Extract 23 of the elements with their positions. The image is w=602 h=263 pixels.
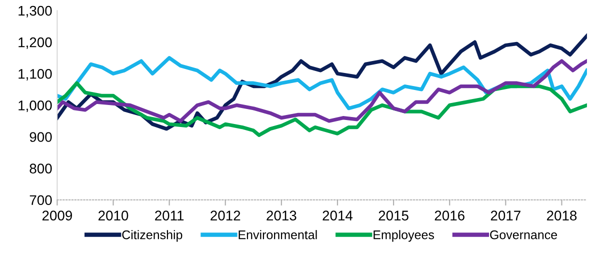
x-tick-label: 2014 [322,210,353,220]
x-tick-label: 2010 [98,210,128,220]
x-tick-label: 2012 [210,210,240,220]
x-tick-label: 2015 [378,210,408,220]
legend-label: Citizenship [122,230,182,242]
x-tick-label: 2011 [155,210,184,220]
y-tick-label: 800 [30,164,52,174]
y-tick-label: 1,000 [18,100,52,112]
y-tick-label: 1,100 [18,68,52,80]
y-tick-label: 1,200 [18,37,52,49]
x-tick-label: 2016 [434,210,464,220]
line-series [57,81,587,137]
y-tick-label: 700 [30,195,52,206]
y-tick-label: 1,300 [18,6,52,18]
legend-label: Governance [490,230,557,240]
x-tick-label: 2018 [546,210,577,220]
x-tick-label: 2017 [490,210,520,220]
x-tick-label: 2013 [266,210,296,220]
x-tick-label: 2009 [42,210,72,220]
legend-label: Employees [374,230,434,242]
line-series [57,59,587,123]
y-tick-label: 900 [30,132,52,142]
legend-label: Environmental [238,230,317,240]
